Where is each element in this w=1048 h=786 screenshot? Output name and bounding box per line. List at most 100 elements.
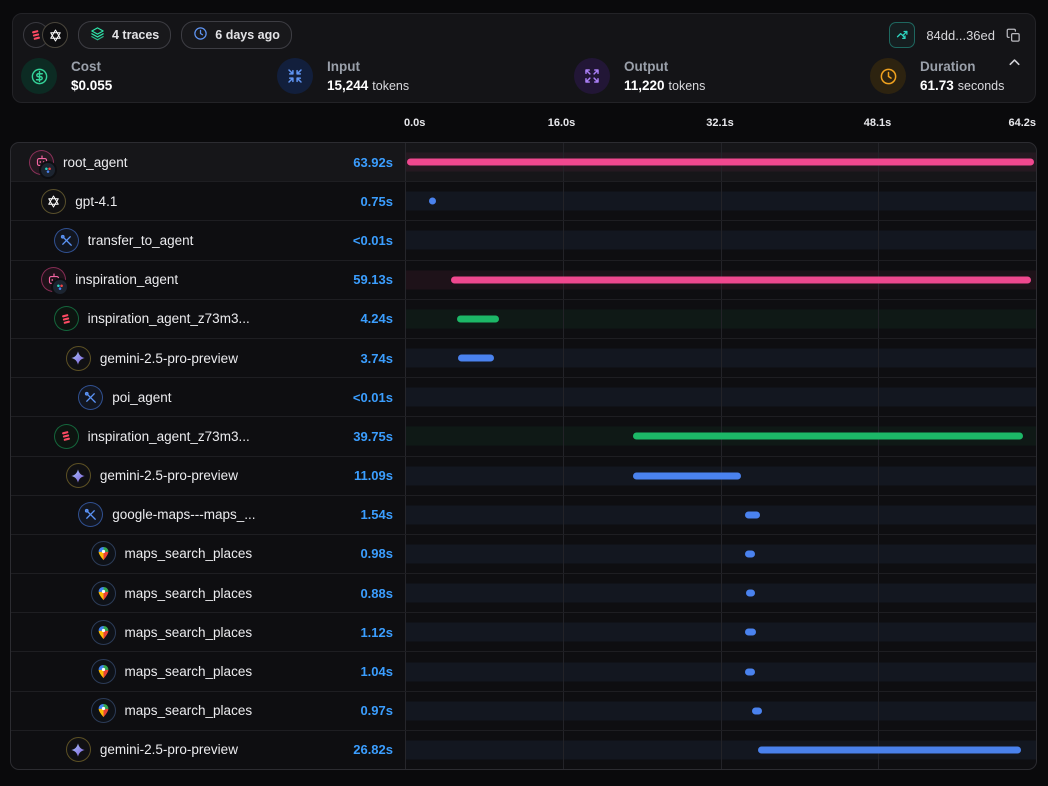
trace-row-maps_search_places[interactable]: maps_search_places 0.98s <box>11 534 1036 575</box>
gridline <box>721 338 722 378</box>
gridline <box>878 613 879 652</box>
stat-duration-label: Duration <box>920 59 976 74</box>
stat-duration-value: 61.73 <box>920 78 954 93</box>
trace-row-maps_search_places[interactable]: maps_search_places 0.88s <box>11 574 1036 614</box>
span-name: maps_search_places <box>124 664 253 680</box>
span-bar[interactable] <box>406 158 1035 166</box>
maps-pin-icon <box>90 541 116 567</box>
stat-duration-unit: seconds <box>957 79 1005 93</box>
span-bar[interactable] <box>745 550 755 558</box>
logo-stack <box>23 22 68 48</box>
dollar-circle-icon <box>21 58 57 94</box>
gridline <box>721 299 722 338</box>
stat-output: Output 11,220 tokens <box>574 58 705 94</box>
gridline <box>721 652 722 691</box>
collapse-chevron-icon[interactable] <box>1006 54 1023 74</box>
gridline <box>563 495 564 534</box>
span-name: transfer_to_agent <box>87 232 194 248</box>
span-duration: 4.24s <box>360 311 393 327</box>
agent-robot-icon <box>41 267 70 297</box>
span-name: gpt-4.1 <box>75 193 118 209</box>
gridline <box>563 299 564 338</box>
span-track <box>405 691 1036 730</box>
header-right-group: 84dd...36ed <box>889 22 1021 48</box>
openai-logo-icon <box>42 22 68 48</box>
trace-row-google-maps---maps_...[interactable]: google-maps---maps_... 1.54s <box>11 495 1036 535</box>
trace-row-gemini-2.5-pro-preview[interactable]: gemini-2.5-pro-preview 3.74s <box>11 338 1036 379</box>
stat-input-label: Input <box>327 59 360 74</box>
span-duration: 26.82s <box>353 742 393 758</box>
trace-row-gemini-2.5-pro-preview[interactable]: gemini-2.5-pro-preview 11.09s <box>11 456 1036 496</box>
span-duration: 11.09s <box>353 468 393 484</box>
trace-row-gemini-2.5-pro-preview[interactable]: gemini-2.5-pro-preview 26.82s <box>11 730 1036 769</box>
stat-input: Input 15,244 tokens <box>277 58 409 94</box>
tools-icon <box>78 384 104 410</box>
gridline <box>563 378 564 417</box>
span-track <box>405 456 1036 495</box>
span-bar[interactable] <box>457 354 495 362</box>
span-track <box>405 260 1036 299</box>
span-bar[interactable] <box>632 472 742 480</box>
span-bar[interactable] <box>744 511 760 519</box>
span-bar[interactable] <box>745 668 756 676</box>
gridline <box>878 456 879 495</box>
span-bar[interactable] <box>752 707 762 715</box>
maps-pin-icon <box>90 619 116 645</box>
trace-header-card: 4 traces 6 days ago 84dd...36ed <box>12 13 1036 103</box>
trace-row-transfer_to_agent[interactable]: transfer_to_agent <0.01s <box>11 221 1036 261</box>
span-bar[interactable] <box>457 315 499 323</box>
trace-id: 84dd...36ed <box>926 27 995 43</box>
span-duration: 0.98s <box>360 546 393 562</box>
span-bar[interactable] <box>758 746 1022 754</box>
gridline <box>878 495 879 534</box>
clock-icon <box>870 58 906 94</box>
trace-row-poi_agent[interactable]: poi_agent <0.01s <box>11 378 1036 418</box>
langfuse-icon <box>53 423 79 449</box>
span-bar[interactable] <box>632 432 1023 440</box>
trace-row-inspiration_agent_z73m3...[interactable]: inspiration_agent_z73m3... 4.24s <box>11 299 1036 339</box>
timeline-axis: 0.0s 16.0s 32.1s 48.1s 64.2s <box>404 117 1036 135</box>
span-track <box>405 613 1036 652</box>
span-duration: <0.01s <box>352 232 393 248</box>
span-track <box>405 378 1036 417</box>
trace-row-maps_search_places[interactable]: maps_search_places 0.97s <box>11 691 1036 731</box>
timeline-view-button[interactable] <box>889 22 916 48</box>
gridline <box>721 534 722 574</box>
span-name: gemini-2.5-pro-preview <box>99 468 238 484</box>
span-bar[interactable] <box>744 628 756 636</box>
trace-row-maps_search_places[interactable]: maps_search_places 1.04s <box>11 652 1036 692</box>
span-bar[interactable] <box>746 589 755 597</box>
gridline <box>563 456 564 495</box>
span-duration: 3.74s <box>360 350 393 366</box>
span-name: maps_search_places <box>124 703 253 719</box>
span-duration: 1.54s <box>360 507 393 523</box>
gridline <box>563 730 564 769</box>
axis-tick: 48.1s <box>863 117 892 129</box>
trace-row-inspiration_agent[interactable]: inspiration_agent 59.13s <box>11 260 1036 300</box>
gridline <box>878 338 879 378</box>
span-name: maps_search_places <box>124 585 253 601</box>
trace-row-inspiration_agent_z73m3...[interactable]: inspiration_agent_z73m3... 39.75s <box>11 417 1036 457</box>
trace-row-maps_search_places[interactable]: maps_search_places 1.12s <box>11 613 1036 653</box>
gridline <box>563 534 564 574</box>
span-name: google-maps---maps_... <box>112 507 256 523</box>
stat-output-value: 11,220 <box>624 78 665 93</box>
stat-cost-label: Cost <box>71 59 101 74</box>
trace-row-gpt-4.1[interactable]: gpt-4.1 0.75s <box>11 182 1036 222</box>
span-name: inspiration_agent <box>75 272 179 288</box>
stat-cost: Cost $0.055 <box>21 58 112 94</box>
layers-icon <box>90 26 105 44</box>
copy-icon[interactable] <box>1006 28 1021 43</box>
span-duration: 63.92s <box>353 154 393 170</box>
header-top-row: 4 traces 6 days ago <box>23 21 292 49</box>
axis-tick: 16.0s <box>547 117 576 129</box>
span-bar[interactable] <box>428 197 436 205</box>
trace-row-root_agent[interactable]: root_agent 63.92s <box>11 143 1036 183</box>
span-track <box>405 652 1036 691</box>
openai-icon <box>41 188 67 214</box>
span-track <box>405 730 1036 769</box>
gridline <box>721 730 722 769</box>
tools-icon <box>78 502 104 528</box>
span-name: root_agent <box>63 154 128 170</box>
span-bar[interactable] <box>451 276 1032 284</box>
